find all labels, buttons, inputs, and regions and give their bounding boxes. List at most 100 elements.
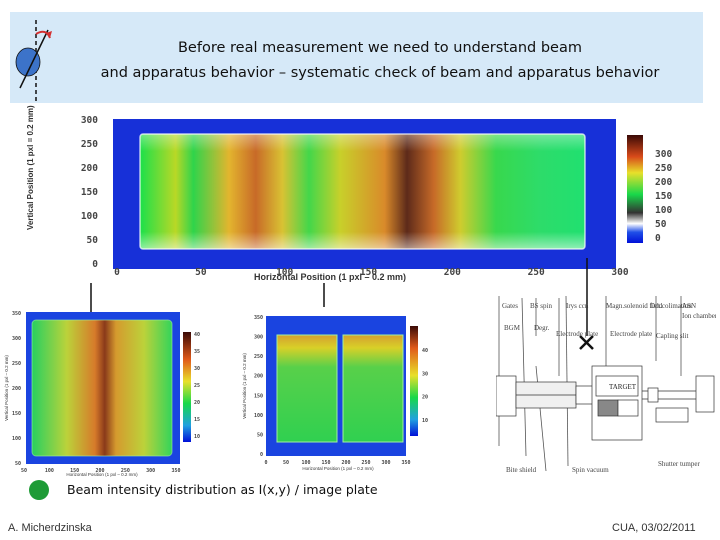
svg-text:BS spin: BS spin (530, 302, 552, 310)
main-x-tick-5: 250 (528, 267, 545, 278)
main-y-title-holder: Vertical Position (1 pxl = 0.2 mm) (0, 105, 40, 250)
middle-x-ticks: 0 50 100 150 200 250 300 350 (264, 460, 410, 466)
main-cb-tick-1: 250 (655, 163, 672, 174)
spin-icon (15, 20, 52, 102)
main-y-tick-1: 250 (81, 139, 98, 150)
middle-beam-heatmap: 350 300 250 200 150 100 50 0 0 50 100 150 200 250 300… (242, 315, 428, 471)
left-x-tick-0: 50 (21, 468, 27, 474)
svg-text:Electrode plate: Electrode plate (610, 330, 652, 338)
main-x-tick-3: 150 (360, 267, 377, 278)
mid-cb-tick-2: 20 (422, 395, 428, 401)
mid-y-tick-3: 200 (254, 374, 263, 380)
mid-x-tick-6: 300 (381, 460, 390, 466)
main-x-tick-6: 300 (611, 267, 628, 278)
svg-text:Magn.solenoid field: Magn.solenoid field (606, 302, 663, 310)
main-x-tick-1: 50 (195, 267, 207, 278)
mid-x-tick-1: 50 (283, 460, 289, 466)
apparatus-schematic: Gates BGM BS spin Degr. Irys ccn Electro… (496, 296, 716, 474)
main-y-tick-5: 50 (87, 235, 99, 246)
footer-date: CUA, 03/02/2011 (612, 522, 696, 534)
left-x-tick-5: 300 (146, 468, 155, 474)
svg-text:Shutter tumper: Shutter tumper (658, 460, 700, 468)
svg-text:BGM: BGM (504, 324, 521, 332)
mid-y-tick-6: 50 (257, 432, 263, 438)
left-x-tick-4: 250 (121, 468, 130, 474)
main-y-tick-6: 0 (92, 259, 98, 270)
main-y-ticks: 300 250 200 150 100 50 0 (81, 115, 98, 270)
header-line-1: Before real measurement we need to under… (177, 40, 582, 56)
svg-text:Ion chamber: Ion chamber (682, 312, 716, 320)
left-cb-tick-4: 20 (194, 400, 200, 406)
left-cb-tick-5: 15 (194, 417, 200, 423)
left-cb-tick-1: 35 (194, 349, 200, 355)
middle-x-axis-title: Horizontal Position (1 pxl – 0.2 mm) (302, 466, 374, 471)
svg-text:Degr.: Degr. (534, 324, 550, 332)
header-line-2: and apparatus behavior – systematic chec… (100, 65, 660, 81)
left-x-tick-3: 200 (95, 468, 104, 474)
svg-text:Gates: Gates (502, 302, 518, 310)
svg-text:Irys ccn: Irys ccn (566, 302, 589, 310)
mid-x-tick-2: 100 (301, 460, 310, 466)
main-x-tick-0: 0 (114, 267, 120, 278)
main-cb-tick-2: 200 (655, 177, 672, 188)
mid-y-tick-5: 100 (254, 413, 263, 419)
mid-y-tick-2: 250 (254, 354, 263, 360)
main-colorbar-ticks: 300 250 200 150 100 50 0 (655, 149, 672, 244)
title-banner (10, 12, 703, 103)
main-cb-tick-4: 100 (655, 205, 672, 216)
figure-caption: Beam intensity distribution as I(x,y) / … (67, 482, 378, 497)
left-y-tick-0: 350 (12, 311, 21, 317)
svg-text:ASN: ASN (682, 302, 696, 310)
mid-cb-tick-0: 40 (422, 348, 428, 354)
svg-text:Dct.colimation: Dct.colimation (650, 302, 692, 310)
left-y-tick-4: 150 (12, 411, 21, 417)
left-y-axis-title: Vertical Position (1 pxl – 0.2 mm) (4, 355, 9, 421)
svg-text:Electrode plate: Electrode plate (556, 330, 598, 338)
left-x-tick-1: 100 (45, 468, 54, 474)
main-y-tick-0: 300 (81, 115, 98, 126)
main-beam-heatmap: 300 250 200 150 100 50 0 0 50 100 150 200 250 300 30… (81, 115, 673, 282)
footer-author: A. Micherdzinska (8, 522, 92, 534)
left-cb-tick-3: 25 (194, 383, 200, 389)
main-x-ticks: 0 50 100 150 200 250 300 (114, 267, 629, 278)
main-y-axis-label: Vertical Position (1 pxl = 0.2 mm) (26, 105, 35, 230)
left-cb-tick-2: 30 (194, 366, 200, 372)
mid-y-tick-1: 300 (254, 335, 263, 341)
main-y-tick-4: 100 (81, 211, 98, 222)
main-y-tick-2: 200 (81, 163, 98, 174)
main-cb-tick-3: 150 (655, 191, 672, 202)
left-y-tick-2: 250 (12, 361, 21, 367)
main-cb-tick-6: 0 (655, 233, 661, 244)
main-x-tick-2: 100 (276, 267, 293, 278)
left-y-tick-1: 300 (12, 336, 21, 342)
svg-text:Capling slit: Capling slit (656, 332, 689, 340)
mid-x-tick-5: 250 (361, 460, 370, 466)
schematic-target-label: TARGET (609, 383, 637, 391)
mid-x-tick-7: 350 (401, 460, 410, 466)
mid-cb-tick-1: 30 (422, 371, 428, 377)
left-x-tick-2: 150 (70, 468, 79, 474)
left-cb-tick-0: 40 (194, 332, 200, 338)
left-x-tick-6: 350 (171, 468, 180, 474)
left-y-tick-6: 50 (15, 461, 21, 467)
middle-colorbar-ticks: 40 30 20 10 (422, 348, 428, 424)
left-colorbar-ticks: 40 35 30 25 20 15 10 (194, 332, 200, 440)
mid-y-tick-4: 150 (254, 393, 263, 399)
mid-x-tick-3: 150 (321, 460, 330, 466)
main-x-axis-title: Horizontal Position (1 pxl – 0.2 mm) (254, 272, 406, 282)
main-cb-tick-0: 300 (655, 149, 672, 160)
svg-text:Bite shield: Bite shield (506, 466, 537, 474)
left-y-ticks: 350 300 250 200 150 100 50 (12, 311, 21, 467)
main-colorbar (627, 135, 643, 243)
middle-y-axis-title: Vertical Position (1 pxl – 0.2 mm) (242, 353, 247, 419)
mid-cb-tick-3: 10 (422, 418, 428, 424)
main-cb-tick-5: 50 (655, 219, 667, 230)
svg-text:Spin vacuum: Spin vacuum (572, 466, 609, 474)
mid-y-tick-7: 0 (260, 452, 263, 458)
middle-y-ticks: 350 300 250 200 150 100 50 0 (254, 315, 263, 458)
mid-y-tick-0: 350 (254, 315, 263, 321)
bullet-dot (29, 480, 49, 500)
mid-x-tick-4: 200 (341, 460, 350, 466)
left-y-tick-3: 200 (12, 386, 21, 392)
